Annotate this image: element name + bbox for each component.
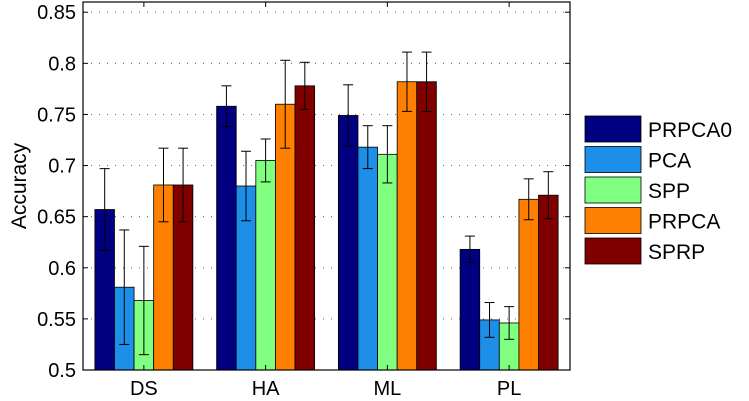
bar-sprp-pl (538, 194, 559, 371)
error-bar-spp-ds (138, 245, 149, 356)
error-bar-pca-pl (484, 302, 495, 338)
error-bar-prpca0-ha (221, 85, 232, 128)
legend-label: SPRP (648, 241, 705, 264)
x-tick-label: ML (373, 378, 401, 400)
bar-pca-ml (357, 146, 378, 371)
bar-prpca0-ml (337, 115, 359, 371)
bar-sprp-ha (294, 85, 316, 371)
legend-item-sprp: SPRP (584, 237, 705, 265)
error-bar-prpca-ds (158, 147, 169, 223)
error-bar-prpca-pl (523, 178, 534, 221)
bar-spp-ml (377, 153, 398, 371)
error-bar-spp-ml (382, 125, 393, 184)
bar-sprp-ml (416, 81, 437, 371)
legend-item-pca: PCA (584, 146, 691, 173)
y-tick-label: 0.8 (48, 53, 76, 75)
error-bar-sprp-ha (299, 61, 310, 110)
x-tick-label: PL (497, 378, 521, 400)
bar-spp-ha (255, 160, 276, 371)
bar-prpca0-pl (459, 248, 481, 371)
error-bar-prpca0-ds (99, 168, 110, 251)
x-tick-label: DS (130, 378, 158, 400)
y-tick-label: 0.55 (37, 309, 76, 331)
legend-item-spp: SPP (584, 176, 690, 204)
error-bar-pca-ds (119, 229, 130, 345)
error-bar-sprp-ds (178, 147, 189, 223)
error-bar-spp-pl (504, 306, 515, 340)
error-bar-pca-ml (362, 125, 373, 170)
legend: PRPCA0 PCA SPP PRPCA SPRP (584, 115, 732, 265)
error-bar-sprp-pl (543, 171, 554, 220)
legend-swatch (584, 207, 642, 234)
legend-swatch (584, 237, 642, 265)
bar-prpca-pl (518, 198, 539, 371)
y-tick-label: 0.85 (37, 2, 76, 24)
y-tick-label: 0.6 (48, 258, 76, 280)
error-bar-sprp-ml (421, 51, 432, 112)
y-tick-label: 0.7 (48, 156, 76, 178)
error-bar-prpca-ha (280, 59, 291, 149)
error-bar-prpca0-ml (343, 84, 354, 147)
axis-ticks: 0.5 0.55 0.6 0.65 0.7 0.75 0.8 0.85 DS HA ML PL (37, 2, 570, 400)
bar-marks (94, 81, 559, 371)
legend-swatch (584, 176, 642, 204)
legend-label: PCA (648, 150, 691, 173)
x-tick-label: HA (252, 378, 280, 400)
plot-frame (82, 1, 571, 371)
y-tick-label: 0.5 (48, 360, 76, 382)
legend-item-prpca0: PRPCA0 (584, 115, 732, 143)
error-bar-prpca0-pl (464, 235, 475, 264)
legend-label: PRPCA (648, 211, 720, 234)
error-bar-prpca-ml (401, 51, 412, 112)
y-tick-label: 0.65 (37, 207, 76, 229)
error-bar-spp-ha (260, 138, 271, 183)
legend-swatch (584, 146, 642, 173)
bar-prpca0-ha (216, 105, 237, 371)
legend-item-prpca: PRPCA (584, 207, 720, 234)
bar-prpca-ml (396, 81, 418, 371)
error-bar-pca-ha (241, 150, 252, 222)
legend-label: SPP (648, 180, 690, 203)
legend-swatch (584, 115, 642, 143)
legend-label: PRPCA0 (648, 119, 732, 142)
y-tick-label: 0.75 (37, 104, 76, 126)
error-bars (99, 51, 554, 356)
y-axis-label: Accuracy (8, 142, 31, 229)
